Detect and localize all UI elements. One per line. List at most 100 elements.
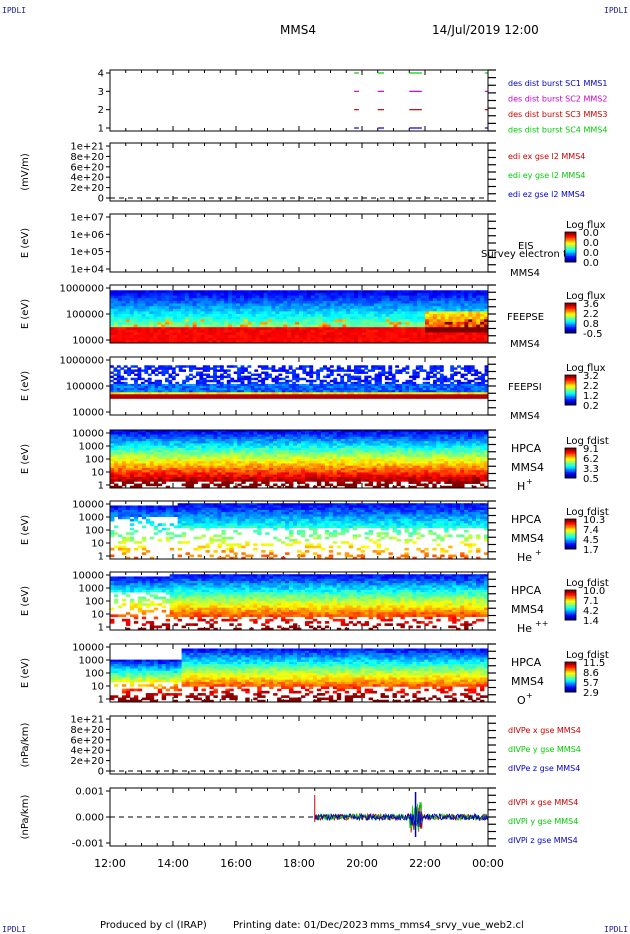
spectrogram-cell	[292, 369, 296, 372]
spectrogram-cell	[271, 367, 276, 370]
spectrogram-cell	[432, 300, 438, 304]
spectrogram-cell	[117, 459, 123, 462]
spectrogram-cell	[158, 365, 162, 368]
spectrogram-cell	[137, 386, 142, 389]
spectrogram-cell	[137, 454, 143, 458]
spectrogram-cell	[269, 472, 274, 476]
spectrogram-cell	[192, 383, 197, 387]
spectrogram-cell	[169, 461, 175, 464]
spectrogram-cell	[129, 300, 135, 304]
spectrogram-cell	[209, 430, 214, 433]
spectrogram-cell	[413, 290, 418, 294]
spectrogram-cell	[456, 311, 461, 315]
spectrogram-cell	[181, 445, 186, 449]
spectrogram-cell	[140, 396, 145, 399]
spectrogram-cell	[432, 290, 438, 294]
spacecraft-label: MMS4	[510, 268, 540, 279]
spectrogram-cell	[206, 396, 211, 399]
spectrogram-cell	[343, 394, 348, 397]
spectrogram-cell	[208, 316, 213, 320]
spectrogram-cell	[417, 319, 422, 323]
spectrogram-cell	[318, 292, 324, 296]
spectrogram-cell	[237, 373, 241, 377]
spectrogram-cell	[295, 300, 300, 304]
spectrogram-cell	[428, 298, 434, 302]
spectrogram-cell	[237, 454, 242, 458]
spectrogram-cell	[342, 298, 347, 302]
spectrogram-cell	[241, 465, 246, 469]
spectrogram-cell	[421, 337, 426, 341]
spectrogram-cell	[161, 311, 166, 315]
spectrogram-cell	[245, 470, 250, 473]
spectrogram-cell	[468, 327, 473, 331]
spectrogram-cell	[412, 388, 417, 391]
spectrogram-cell	[464, 314, 469, 318]
spectrogram-cell	[428, 332, 434, 336]
spectrogram-cell	[165, 454, 171, 458]
spectrogram-cell	[316, 383, 321, 387]
spectrogram-cell	[116, 371, 121, 374]
spectrogram-cell	[472, 303, 477, 307]
spectrogram-cell	[480, 290, 485, 294]
spectrogram-cell	[120, 375, 125, 379]
spectrogram-cell	[304, 479, 310, 482]
spectrogram-cell	[468, 321, 473, 325]
spectrogram-cell	[405, 365, 410, 368]
spectrogram-cell	[178, 388, 183, 391]
spectrogram-cell	[263, 290, 268, 294]
spectrogram-cell	[259, 314, 264, 318]
spectrogram-cell	[188, 295, 194, 299]
spectrogram-cell	[188, 308, 194, 312]
spectrogram-cell	[354, 300, 359, 304]
spectrogram-cell	[137, 300, 142, 304]
spectrogram-cell	[169, 465, 175, 469]
spectrogram-cell	[477, 375, 482, 379]
spectrogram-cell	[229, 476, 234, 480]
spectrogram-cell	[287, 329, 292, 333]
spectrogram-cell	[377, 332, 383, 336]
spectrogram-cell	[425, 337, 430, 341]
spectrogram-cell	[269, 467, 274, 471]
spectrogram-cell	[220, 292, 225, 296]
spectrogram-cell	[405, 290, 410, 294]
spectrogram-cell	[354, 290, 359, 294]
spectrogram-cell	[444, 295, 450, 299]
spectrogram-cell	[149, 454, 155, 458]
spectrogram-cell	[236, 337, 241, 341]
spectrogram-cell	[350, 369, 355, 372]
spectrogram-cell	[415, 375, 420, 379]
spectrogram-cell	[127, 386, 132, 389]
spectrogram-cell	[340, 377, 345, 381]
spectrogram-cell	[440, 314, 446, 318]
spectrogram-cell	[157, 461, 163, 464]
spectrogram-cell	[354, 329, 359, 333]
spectrogram-cell	[314, 311, 320, 315]
spectrogram-cell	[169, 332, 174, 336]
spectrogram-cell	[137, 324, 142, 328]
spectrogram-cell	[326, 394, 331, 397]
spectrogram-cell	[121, 445, 127, 449]
spectrogram-cell	[353, 383, 358, 387]
spectrogram-cell	[253, 454, 258, 458]
spectrogram-cell	[350, 381, 355, 385]
spectrogram-cell	[350, 308, 355, 312]
spectrogram-cell	[129, 452, 135, 455]
spectrogram-cell	[273, 447, 278, 451]
spectrogram-cell	[421, 327, 426, 331]
spectrogram-cell	[137, 390, 142, 393]
spectrogram-cell	[476, 303, 481, 307]
spectrogram-cell	[161, 430, 167, 433]
spectrogram-cell	[329, 394, 334, 397]
spectrogram-cell	[157, 479, 163, 482]
spectrogram-cell	[161, 327, 166, 331]
spectrogram-cell	[177, 430, 183, 433]
spectrogram-cell	[357, 388, 362, 391]
spectrogram-cell	[398, 386, 403, 389]
spectrogram-cell	[221, 438, 226, 442]
spectrogram-cell	[265, 483, 270, 487]
spectrogram-cell	[274, 396, 279, 399]
spectrogram-cell	[145, 316, 150, 320]
spectrogram-cell	[452, 308, 457, 312]
spectrogram-cell	[177, 434, 183, 438]
spectrogram-cell	[145, 311, 150, 315]
